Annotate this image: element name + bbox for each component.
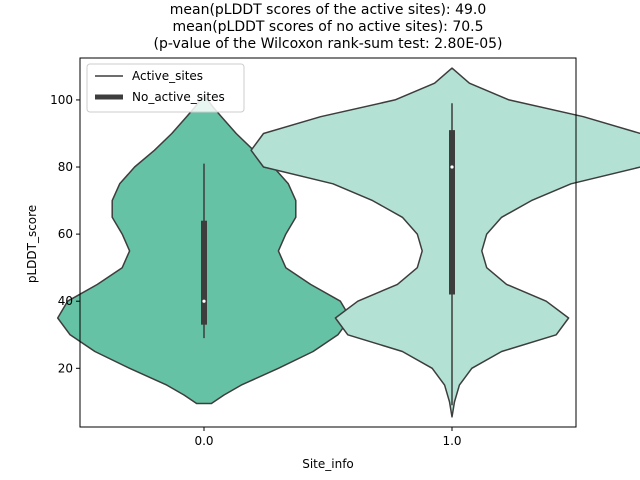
y-axis: 20 40 60 80 100	[50, 93, 80, 375]
plot-frame	[79, 57, 577, 428]
chart-title-line-3: (p-value of the Wilcoxon rank-sum test: …	[154, 36, 503, 52]
y-axis-label: pLDDT_score	[25, 205, 39, 283]
violin-body-1	[250, 67, 640, 418]
x-tick-label-1: 1.0	[442, 434, 461, 448]
y-tick-label-20: 20	[58, 361, 73, 375]
violin-quartile-box-1	[449, 130, 455, 295]
chart-title-line-2: mean(pLDDT scores of no active sites): 7…	[173, 19, 484, 35]
box-layer	[201, 103, 455, 406]
y-tick-label-60: 60	[58, 227, 73, 241]
x-axis-label: Site_info	[302, 457, 354, 471]
y-tick-label-80: 80	[58, 160, 73, 174]
y-tick-label-40: 40	[58, 294, 73, 308]
x-axis: 0.0 1.0	[194, 427, 462, 448]
violin-median-1	[450, 165, 454, 169]
legend: Active_sites No_active_sites	[86, 63, 245, 113]
legend-label-active-sites: Active_sites	[132, 69, 203, 83]
violin-median-0	[202, 299, 206, 303]
y-tick-label-100: 100	[50, 93, 73, 107]
legend-box	[86, 63, 245, 113]
violins-layer	[56, 67, 640, 418]
legend-label-no-active-sites: No_active_sites	[132, 90, 225, 104]
chart-title-line-1: mean(pLDDT scores of the active sites): …	[170, 2, 487, 18]
x-tick-label-0: 0.0	[194, 434, 213, 448]
violin-quartile-box-0	[201, 220, 207, 325]
